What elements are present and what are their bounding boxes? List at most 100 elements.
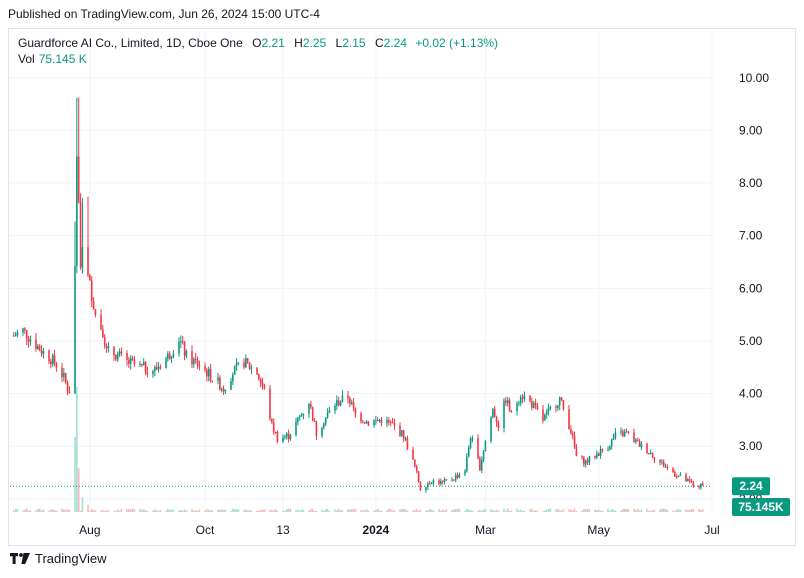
volume-bar (219, 509, 221, 512)
candle-body (55, 363, 58, 368)
volume-bar (562, 509, 565, 512)
candle-body (220, 388, 223, 390)
candle-body (90, 280, 93, 302)
candle-body (146, 372, 149, 375)
candle-body (609, 446, 611, 450)
volume-bar (649, 510, 652, 512)
candle-body (27, 338, 30, 342)
candle-body (430, 483, 433, 485)
candle-body (640, 443, 643, 447)
volume-bar (42, 509, 45, 512)
volume-bar (570, 509, 572, 512)
volume-bar (363, 510, 366, 512)
volume-bar (129, 509, 132, 512)
candle-body (570, 429, 572, 433)
candle-body (141, 363, 143, 365)
volume-bar (326, 508, 329, 512)
candle-body (363, 422, 366, 424)
volume-bar (412, 510, 414, 512)
candle-body (326, 412, 329, 418)
volume-bar (376, 508, 379, 512)
volume-bar (79, 510, 82, 512)
volume-bar (545, 509, 548, 512)
candle-body (588, 456, 591, 463)
volume-bar (68, 510, 71, 512)
candle-body (129, 358, 132, 364)
volume-bar (690, 509, 693, 512)
volume-bar (518, 510, 520, 512)
candle-body (625, 431, 628, 433)
volume-bar (378, 510, 381, 512)
volume-bar (503, 508, 505, 512)
volume-bar (454, 509, 457, 512)
candle-body (256, 367, 258, 375)
volume-bar (581, 510, 583, 512)
volume-bar (549, 508, 552, 512)
candle-body (404, 438, 407, 440)
candle-body (393, 423, 396, 426)
volume-bar (217, 509, 219, 512)
candle-body (133, 360, 136, 365)
volume-bar (245, 509, 247, 512)
candle-body (128, 359, 130, 364)
volume-bar (391, 510, 394, 512)
candle-body (51, 355, 54, 365)
volume-bar (53, 509, 56, 512)
volume-bar (692, 508, 695, 512)
candle-body (521, 397, 524, 399)
candle-body (532, 402, 535, 408)
candle-body (113, 346, 115, 356)
candle-body (222, 388, 225, 392)
volume-bar (568, 509, 570, 512)
volume-bar (544, 510, 546, 512)
volume-bar (638, 510, 641, 512)
volume-bar (94, 510, 97, 512)
volume-bar (24, 509, 26, 512)
volume-bar (100, 510, 102, 512)
volume-bar (66, 509, 69, 512)
candle-body (677, 475, 680, 477)
volume-bar (155, 510, 158, 512)
candle-body (219, 377, 221, 390)
volume-bar (479, 509, 481, 512)
candle-body (687, 479, 689, 482)
volume-bar (159, 509, 162, 512)
candle-body (623, 431, 626, 437)
candle-body (131, 358, 134, 361)
candle-body (12, 335, 15, 337)
volume-bar (425, 510, 427, 512)
candle-body (347, 395, 349, 399)
volume-bar (362, 510, 364, 512)
volume-bar (558, 510, 561, 512)
volume-bar (334, 509, 336, 512)
candles (12, 97, 704, 493)
candle-body (666, 466, 669, 468)
candle-body (573, 435, 576, 448)
candle-body (336, 400, 338, 406)
candle-body (16, 332, 19, 336)
candle-body (89, 275, 91, 281)
candle-body (245, 358, 247, 368)
footer[interactable]: TradingView (10, 551, 107, 566)
volume-bar (50, 509, 52, 512)
volume-bar (622, 508, 624, 512)
last-price-marks: 2.24 75.145K (10, 477, 790, 516)
volume-bar (529, 509, 531, 512)
volume-bar (282, 510, 284, 512)
candle-body (48, 350, 50, 362)
candle-body (692, 483, 695, 487)
candle-body (105, 346, 108, 349)
volume-bar (89, 510, 91, 512)
candle-body (545, 411, 548, 415)
candle-body (453, 479, 455, 481)
candle-body (263, 386, 266, 389)
candle-body (324, 417, 327, 424)
volume-bar (196, 510, 199, 512)
y-tick-label: 9.00 (739, 123, 763, 137)
volume-bar (646, 508, 648, 512)
x-tick-label: Mar (475, 523, 496, 537)
candle-body (484, 441, 487, 452)
volume-bar (103, 510, 106, 512)
candle-body (360, 413, 362, 422)
